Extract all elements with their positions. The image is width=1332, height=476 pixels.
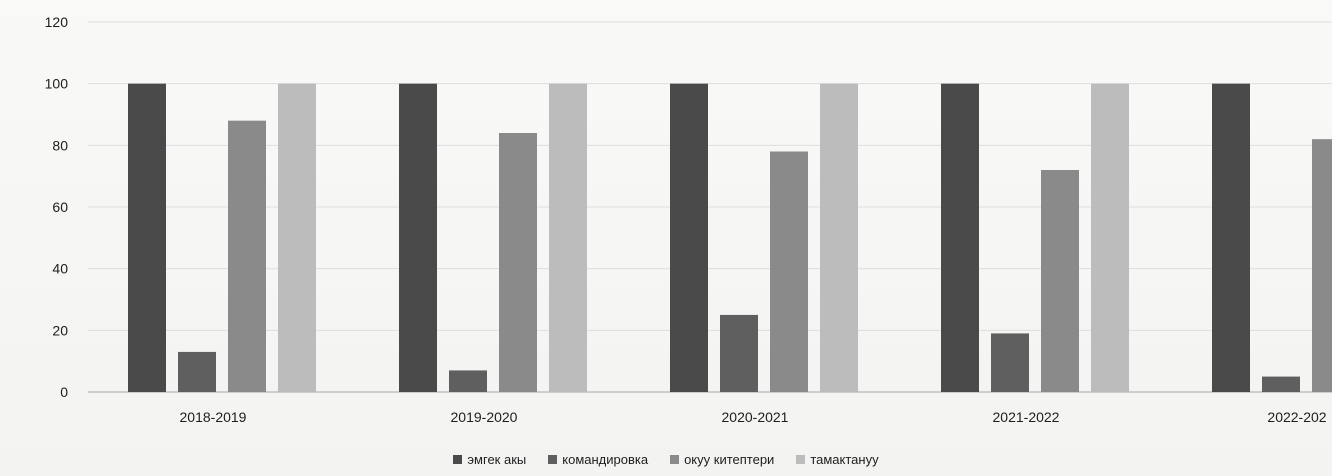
bars-layer	[128, 83, 1332, 393]
bar	[449, 370, 487, 392]
legend-label-salary: эмгек акы	[467, 452, 527, 467]
x-tick-label: 2020-2021	[722, 409, 789, 425]
legend-swatch-business-trip	[548, 455, 558, 464]
x-tick-label: 2022-202	[1267, 409, 1326, 425]
legend: эмгек акы командировка окуу китептери та…	[0, 452, 1332, 467]
bar	[820, 83, 858, 393]
x-tick-label: 2019-2020	[451, 409, 518, 425]
bar	[941, 83, 979, 393]
bar	[770, 151, 808, 392]
legend-item-business-trip: командировка	[548, 452, 648, 467]
bar	[1041, 170, 1079, 392]
bar	[549, 83, 587, 393]
legend-swatch-salary	[453, 455, 463, 464]
bar	[128, 83, 166, 393]
bar	[178, 351, 216, 392]
legend-item-salary: эмгек акы	[453, 452, 526, 467]
bar	[1212, 83, 1250, 393]
y-tick-label: 0	[60, 384, 68, 400]
legend-item-textbooks: окуу китептери	[670, 452, 774, 467]
y-tick-label: 100	[45, 76, 69, 92]
bar	[228, 120, 266, 393]
x-tick-label: 2021-2022	[993, 409, 1060, 425]
y-tick-label: 80	[52, 137, 68, 153]
x-axis: 2018-2019 2019-2020 2020-2021 2021-2022 2022…	[180, 409, 1327, 425]
bar	[1091, 83, 1129, 393]
bar	[720, 314, 758, 392]
y-tick-label: 40	[52, 261, 68, 277]
bar	[991, 333, 1029, 392]
legend-swatch-meals	[796, 455, 806, 464]
legend-label-textbooks: окуу китептери	[684, 452, 775, 467]
y-axis: 0 20 40 60 80 100 120	[45, 14, 69, 400]
grid-layer	[88, 21, 1332, 393]
bar	[1262, 376, 1300, 392]
legend-item-meals: тамактануу	[796, 452, 879, 467]
y-tick-label: 20	[52, 322, 68, 338]
x-tick-label: 2018-2019	[180, 409, 247, 425]
legend-label-business-trip: командировка	[562, 452, 649, 467]
legend-swatch-textbooks	[670, 455, 680, 464]
y-tick-label: 60	[52, 199, 68, 215]
bar	[278, 83, 316, 393]
bar	[399, 83, 437, 393]
bar	[670, 83, 708, 393]
bar	[1312, 139, 1332, 392]
legend-label-meals: тамактануу	[810, 452, 879, 467]
bar	[499, 133, 537, 392]
y-tick-label: 120	[45, 14, 69, 30]
